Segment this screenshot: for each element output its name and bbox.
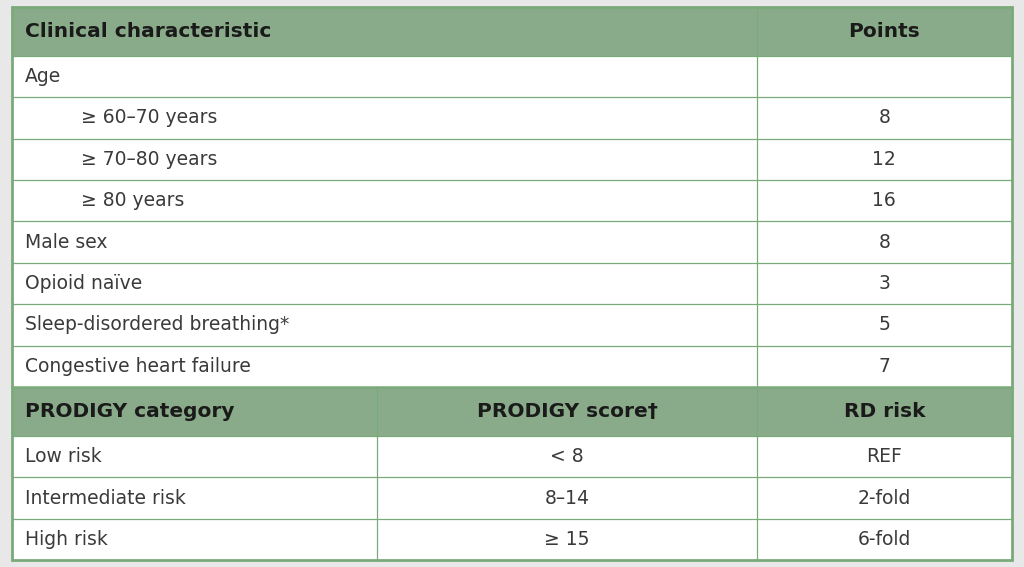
Text: REF: REF <box>866 447 902 466</box>
Text: ≥ 15: ≥ 15 <box>544 530 590 549</box>
Text: 8: 8 <box>879 108 890 128</box>
Text: Low risk: Low risk <box>25 447 101 466</box>
Text: Clinical characteristic: Clinical characteristic <box>25 22 271 41</box>
Text: Opioid naïve: Opioid naïve <box>25 274 142 293</box>
Text: PRODIGY category: PRODIGY category <box>25 402 234 421</box>
Text: 6-fold: 6-fold <box>857 530 911 549</box>
Text: Points: Points <box>849 22 921 41</box>
Text: ≥ 70–80 years: ≥ 70–80 years <box>81 150 217 169</box>
Text: 16: 16 <box>872 191 896 210</box>
Text: 12: 12 <box>872 150 896 169</box>
Text: High risk: High risk <box>25 530 108 549</box>
Text: PRODIGY score†: PRODIGY score† <box>476 402 657 421</box>
Text: Intermediate risk: Intermediate risk <box>25 489 185 507</box>
Bar <box>12 387 1012 436</box>
Text: ≥ 80 years: ≥ 80 years <box>81 191 184 210</box>
Text: 8–14: 8–14 <box>545 489 590 507</box>
Text: Congestive heart failure: Congestive heart failure <box>25 357 251 376</box>
Text: 8: 8 <box>879 232 890 252</box>
Text: ≥ 60–70 years: ≥ 60–70 years <box>81 108 217 128</box>
Bar <box>12 7 1012 56</box>
Text: 3: 3 <box>879 274 890 293</box>
Text: Male sex: Male sex <box>25 232 108 252</box>
Text: 7: 7 <box>879 357 890 376</box>
Text: RD risk: RD risk <box>844 402 925 421</box>
Text: Sleep-disordered breathing*: Sleep-disordered breathing* <box>25 315 289 335</box>
Text: 2-fold: 2-fold <box>857 489 911 507</box>
Text: 5: 5 <box>879 315 890 335</box>
Text: < 8: < 8 <box>550 447 584 466</box>
Text: Age: Age <box>25 67 60 86</box>
